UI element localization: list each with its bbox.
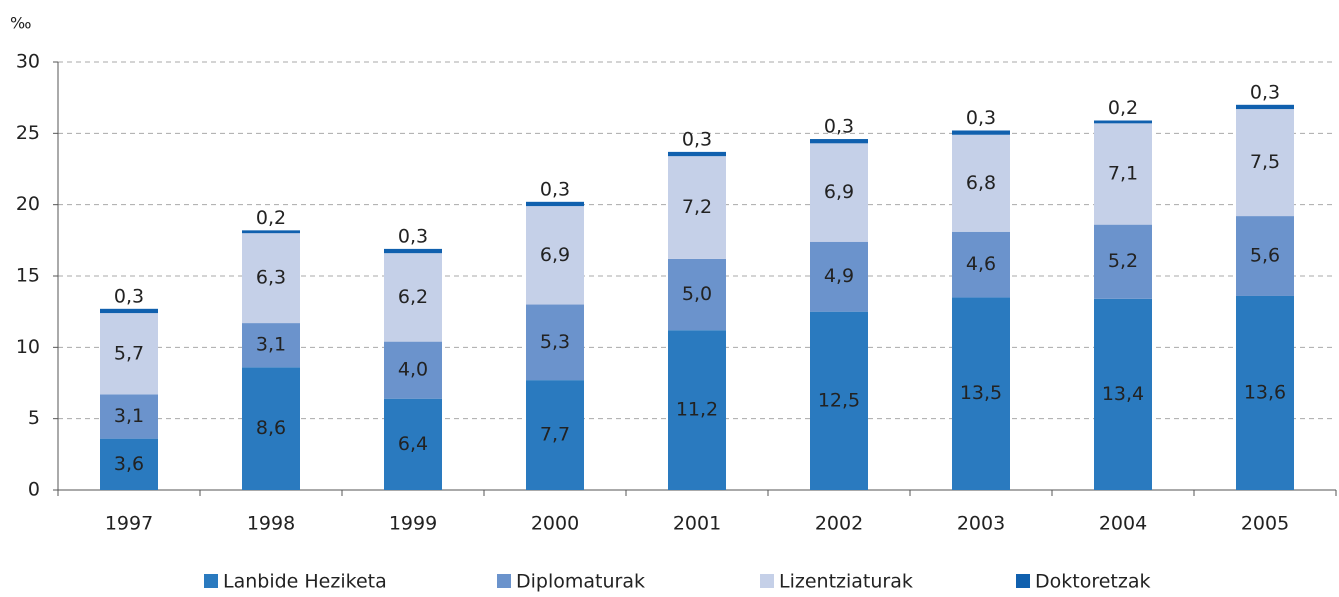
data-label: 7,1 [1108, 162, 1138, 184]
y-tick-label: 15 [16, 265, 40, 287]
data-label: 4,0 [398, 359, 428, 381]
bar-segment [1236, 295, 1294, 490]
y-tick-label: 0 [28, 479, 40, 501]
bar-segment [668, 258, 726, 331]
data-label: 13,4 [1102, 383, 1144, 405]
x-tick-label: 2002 [815, 513, 863, 535]
x-tick-label: 2005 [1241, 513, 1289, 535]
data-label: 6,4 [398, 433, 428, 455]
data-label: 0,3 [824, 116, 854, 138]
x-tick-label: 2003 [957, 513, 1005, 535]
bar-segment [952, 134, 1010, 232]
data-label: 11,2 [676, 399, 718, 421]
bar-segment [242, 230, 300, 234]
bar-segment [526, 201, 584, 207]
data-label: 0,3 [114, 285, 144, 307]
bar-segment [526, 380, 584, 490]
data-label: 12,5 [818, 389, 860, 411]
bar-segment [526, 206, 584, 305]
x-tick-label: 2001 [673, 513, 721, 535]
bar-segment [668, 151, 726, 157]
data-label: 6,2 [398, 286, 428, 308]
data-label: 5,6 [1250, 245, 1280, 267]
y-axis-label: ‰ [10, 14, 31, 33]
bar-segment [810, 139, 868, 144]
data-label: 6,9 [540, 244, 570, 266]
bar-segment [100, 308, 158, 314]
data-label: 7,5 [1250, 151, 1280, 173]
legend-label: Doktoretzak [1035, 571, 1150, 593]
data-label: 0,3 [1250, 81, 1280, 103]
bar-segment [100, 313, 158, 395]
data-label: 0,3 [540, 178, 570, 200]
bar-segment [100, 438, 158, 490]
x-tick-label: 1998 [247, 513, 295, 535]
bar-segment [1236, 216, 1294, 296]
data-label: 3,1 [114, 405, 144, 427]
bar-segment [1236, 109, 1294, 217]
data-label: 3,6 [114, 453, 144, 475]
data-label: 4,9 [824, 265, 854, 287]
data-label: 0,2 [1108, 97, 1138, 119]
y-tick-label: 25 [16, 122, 40, 144]
legend-swatch [204, 574, 218, 588]
data-label: 13,5 [960, 382, 1002, 404]
bar-segment [1094, 298, 1152, 490]
data-label: 6,3 [256, 267, 286, 289]
data-label: 0,3 [966, 107, 996, 129]
data-label: 5,7 [114, 342, 144, 364]
bar-segment [810, 143, 868, 242]
data-label: 8,6 [256, 417, 286, 439]
bar-segment [1094, 120, 1152, 124]
bar-segment [952, 231, 1010, 298]
bar-segment [810, 241, 868, 312]
legend-swatch [1016, 574, 1030, 588]
legend-label: Lizentziaturak [779, 571, 913, 593]
bar-segment [1236, 104, 1294, 110]
data-label: 0,3 [682, 128, 712, 150]
data-label: 6,9 [824, 181, 854, 203]
bar-segment [668, 156, 726, 259]
x-tick-label: 2000 [531, 513, 579, 535]
data-label: 13,6 [1244, 381, 1286, 403]
data-label: 0,3 [398, 225, 428, 247]
bar-segment [668, 330, 726, 490]
x-tick-label: 1999 [389, 513, 437, 535]
bar-segment [384, 398, 442, 490]
bar-segment [384, 248, 442, 254]
bar-segment [384, 341, 442, 399]
data-label: 7,2 [682, 196, 712, 218]
y-tick-label: 10 [16, 336, 40, 358]
bar-segment [1094, 224, 1152, 299]
bar-segment [810, 311, 868, 490]
bar-segment [952, 130, 1010, 135]
data-label: 6,8 [966, 172, 996, 194]
legend-swatch [760, 574, 774, 588]
y-tick-label: 20 [16, 193, 40, 215]
legend-swatch [497, 574, 511, 588]
data-label: 7,7 [540, 424, 570, 446]
bar-segment [526, 304, 584, 381]
x-tick-label: 1997 [105, 513, 153, 535]
bar-segment [100, 394, 158, 439]
bar-segment [242, 367, 300, 490]
bar-segment [242, 323, 300, 368]
y-tick-label: 30 [16, 51, 40, 73]
data-label: 5,0 [682, 283, 712, 305]
x-tick-label: 2004 [1099, 513, 1147, 535]
data-label: 5,2 [1108, 250, 1138, 272]
legend-label: Diplomaturak [516, 571, 645, 593]
y-tick-label: 5 [28, 407, 40, 429]
bar-segment [242, 233, 300, 324]
bar-segment [384, 253, 442, 342]
data-label: 4,6 [966, 253, 996, 275]
data-label: 0,2 [256, 207, 286, 229]
legend-label: Lanbide Heziketa [223, 571, 387, 593]
data-label: 5,3 [540, 331, 570, 353]
bar-segment [1094, 123, 1152, 225]
bar-segment [952, 297, 1010, 490]
data-label: 3,1 [256, 334, 286, 356]
